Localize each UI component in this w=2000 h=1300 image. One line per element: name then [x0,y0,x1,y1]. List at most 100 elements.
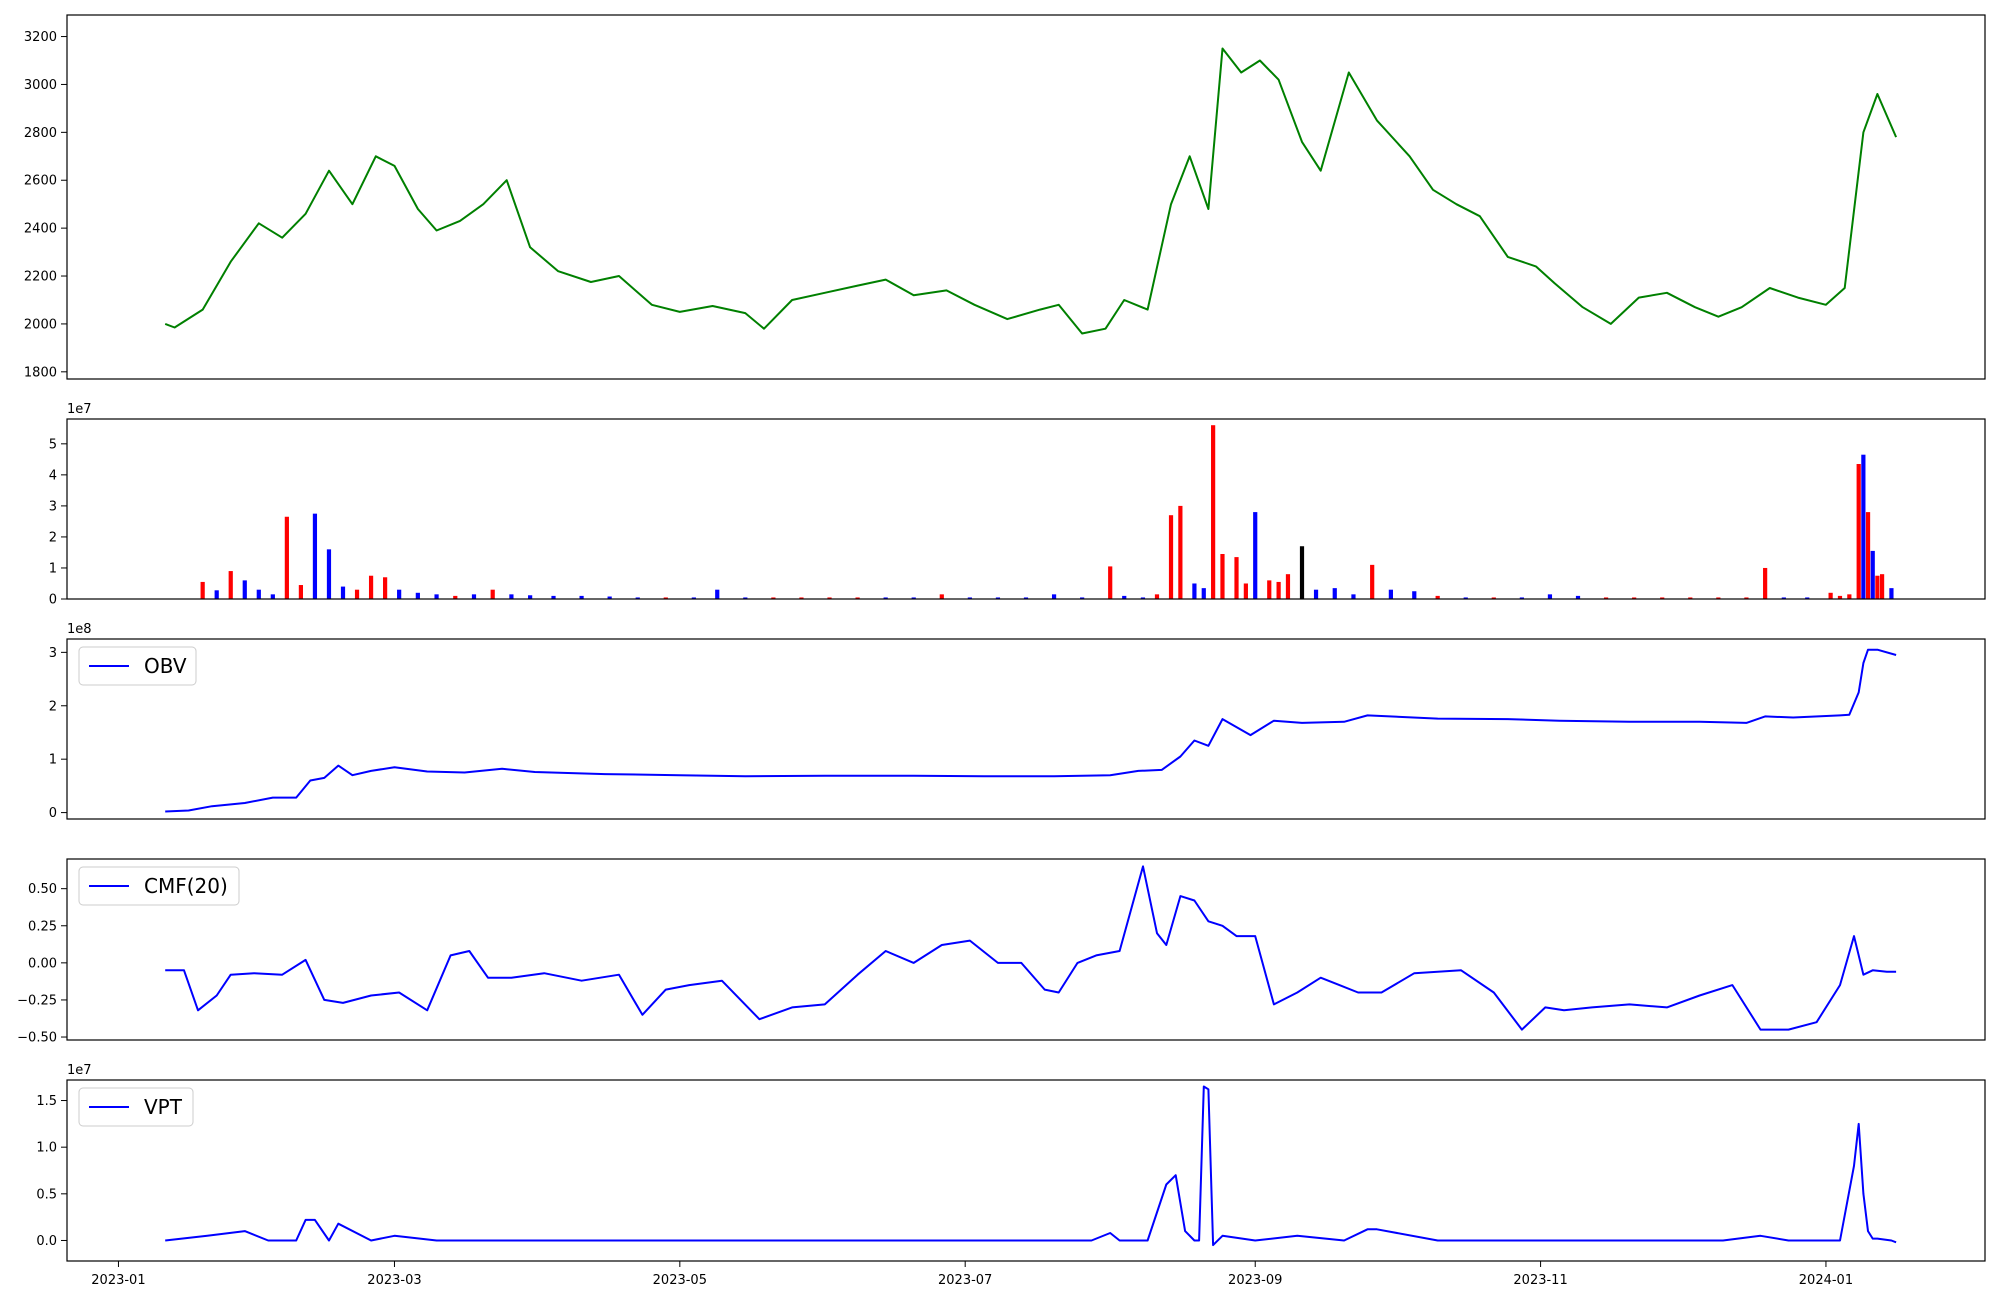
volume-bar [1023,597,1029,599]
volume-panel: 1e7 0 1 2 3 4 5 [49,402,1986,608]
volume-y-tick-label: 2 [49,530,57,545]
vpt-y-tick-label: 0.5 [36,1187,57,1202]
volume-bar [1865,512,1871,599]
volume-bar [1220,554,1225,599]
vpt-y-tick-label: 1.5 [36,1094,57,1109]
volume-bar [1435,595,1440,599]
x-axis: 2023-01 2023-03 2023-05 2023-07 2023-09 2023-… [91,1261,1853,1288]
obv-panel-frame [66,638,1986,820]
volume-bar [1351,594,1356,599]
volume-bar [799,597,804,599]
x-tick-label: 2024-01 [1799,1273,1853,1288]
cmf-series-line [165,865,1897,1031]
volume-bar [490,589,495,599]
volume-bar [1744,597,1749,599]
volume-bar [635,597,640,599]
volume-bar [1388,589,1393,599]
volume-bar [397,589,402,599]
volume-bar [939,594,944,599]
volume-bar [743,597,748,599]
volume-y-tick-label: 0 [49,593,57,608]
volume-bar [1688,597,1693,599]
volume-bar [1201,588,1206,599]
vpt-y-tick-label: 0.0 [36,1234,57,1249]
volume-bar [855,597,860,599]
volume-bar [607,596,612,599]
volume-bar [967,597,972,599]
volume-bar [663,597,668,599]
volume-bar [1603,597,1609,599]
volume-bar [883,597,888,599]
obv-y-tick-label: 2 [49,699,57,714]
x-tick-label: 2023-07 [938,1273,992,1288]
volume-y-tick-label: 3 [49,499,57,514]
volume-bar [1828,592,1833,599]
volume-bar [1370,564,1375,599]
volume-bar [298,585,304,599]
volume-bar [256,589,261,599]
volume-bar [284,516,289,599]
volume-y-tick-label: 4 [49,468,57,483]
volume-bar [579,595,584,599]
obv-offset-label: 1e8 [67,622,92,637]
volume-bar [995,597,1001,599]
volume-bar [1178,505,1183,599]
volume-bar [270,594,275,599]
volume-bar [1763,567,1768,599]
cmf-y-tick-label: −0.50 [17,1031,57,1046]
volume-bar [228,571,233,599]
volume-bar [1632,597,1637,599]
volume-bar [1879,574,1885,599]
volume-bar [1051,594,1057,599]
volume-bar [827,597,832,599]
vpt-panel: 1e7 0.0 0.5 1.0 1.5 VPT [36,1063,1986,1262]
vpt-y-tick-label: 1.0 [36,1141,57,1156]
volume-bar [1253,512,1258,599]
volume-bar [1547,594,1553,599]
price-y-tick-label: 2600 [24,174,57,189]
price-y-tick-label: 3200 [24,30,57,45]
volume-bar [1660,597,1665,599]
volume-bar [1575,595,1581,599]
price-y-tick-label: 3000 [24,78,57,93]
volume-bar [1805,597,1810,599]
volume-bar [1140,597,1146,599]
volume-bar [1154,594,1160,599]
volume-bar [1299,546,1305,599]
volume-bar [1267,580,1272,599]
obv-legend: OBV [78,646,197,686]
volume-bar [242,580,247,599]
price-y-tick-label: 2000 [24,317,57,332]
vpt-legend-label: VPT [144,1095,183,1119]
volume-bar [1285,574,1291,599]
price-panel: 1800 2000 2200 2400 2600 2800 3000 3200 [24,14,1986,380]
volume-bar [1276,581,1281,599]
price-y-tick-label: 1800 [24,365,57,380]
obv-series-line [165,648,1897,813]
volume-y-tick-label: 5 [49,437,57,452]
price-series-line [164,47,1898,335]
volume-bar [1234,557,1239,599]
volume-bar [1332,588,1337,599]
cmf-legend: CMF(20) [78,866,240,906]
volume-bar [1080,597,1085,599]
volume-bar [1856,464,1861,599]
volume-bar [1861,454,1866,599]
cmf-y-tick-label: 0.50 [28,882,57,897]
volume-bar [453,595,458,599]
cmf-panel: −0.50 −0.25 0.00 0.25 0.50 CMF(20) [17,858,1986,1046]
volume-bar [509,594,514,599]
volume-bar [1211,425,1216,599]
volume-bar [1122,595,1127,599]
price-y-tick-label: 2400 [24,222,57,237]
volume-bar [471,594,477,599]
volume-bar [1870,550,1875,599]
volume-bar [1463,597,1468,599]
obv-y-tick-label: 0 [49,806,57,821]
cmf-y-tick-label: 0.25 [28,919,57,934]
x-tick-label: 2023-01 [91,1273,145,1288]
price-y-tick-label: 2200 [24,270,57,285]
volume-bar [1889,588,1894,599]
volume-bar [1716,597,1721,599]
